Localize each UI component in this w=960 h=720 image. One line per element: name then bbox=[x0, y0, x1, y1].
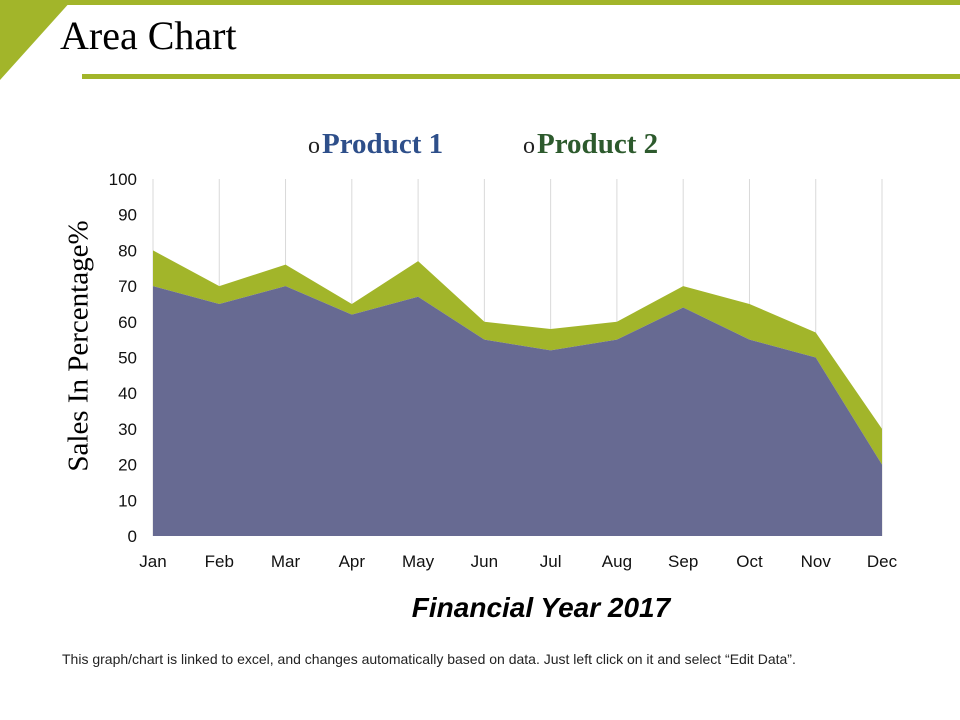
y-tick-label: 30 bbox=[118, 420, 137, 439]
y-tick-label: 90 bbox=[118, 206, 137, 225]
legend-marker: o bbox=[308, 133, 320, 159]
y-tick-label: 20 bbox=[118, 456, 137, 475]
x-tick-label: Jul bbox=[540, 552, 562, 571]
x-tick-label: Oct bbox=[736, 552, 763, 571]
legend-marker: o bbox=[523, 133, 535, 159]
x-tick-label: May bbox=[402, 552, 435, 571]
x-tick-label: Mar bbox=[271, 552, 301, 571]
top-accent-bar bbox=[0, 0, 960, 5]
legend-item-product-1: oProduct 1 bbox=[308, 128, 443, 162]
y-tick-label: 0 bbox=[128, 527, 137, 546]
x-tick-label: Jun bbox=[471, 552, 498, 571]
x-tick-label: Sep bbox=[668, 552, 698, 571]
y-tick-label: 70 bbox=[118, 277, 137, 296]
title-underline bbox=[82, 74, 960, 79]
page-title: Area Chart bbox=[60, 13, 237, 58]
chart-legend: oProduct 1 oProduct 2 bbox=[0, 128, 960, 164]
y-tick-label: 10 bbox=[118, 491, 137, 510]
y-axis-label: Sales In Percentage% bbox=[62, 220, 95, 472]
y-tick-label: 60 bbox=[118, 313, 137, 332]
legend-label: Product 1 bbox=[322, 128, 444, 160]
y-tick-label: 40 bbox=[118, 384, 137, 403]
x-tick-label: Apr bbox=[339, 552, 366, 571]
legend-label: Product 2 bbox=[537, 128, 659, 160]
footnote: This graph/chart is linked to excel, and… bbox=[62, 651, 796, 667]
x-tick-label: Dec bbox=[867, 552, 898, 571]
x-tick-label: Jan bbox=[139, 552, 166, 571]
y-tick-label: 80 bbox=[118, 241, 137, 260]
x-tick-label: Nov bbox=[801, 552, 832, 571]
y-tick-label: 50 bbox=[118, 349, 137, 368]
area-series-product-1 bbox=[153, 286, 882, 536]
area-series-product-2 bbox=[153, 250, 882, 465]
x-tick-label: Feb bbox=[205, 552, 234, 571]
corner-accent bbox=[0, 0, 72, 80]
x-axis-label: Financial Year 2017 bbox=[411, 592, 671, 623]
legend-item-product-2: oProduct 2 bbox=[523, 128, 658, 162]
y-tick-label: 100 bbox=[109, 170, 137, 189]
x-tick-label: Aug bbox=[602, 552, 632, 571]
